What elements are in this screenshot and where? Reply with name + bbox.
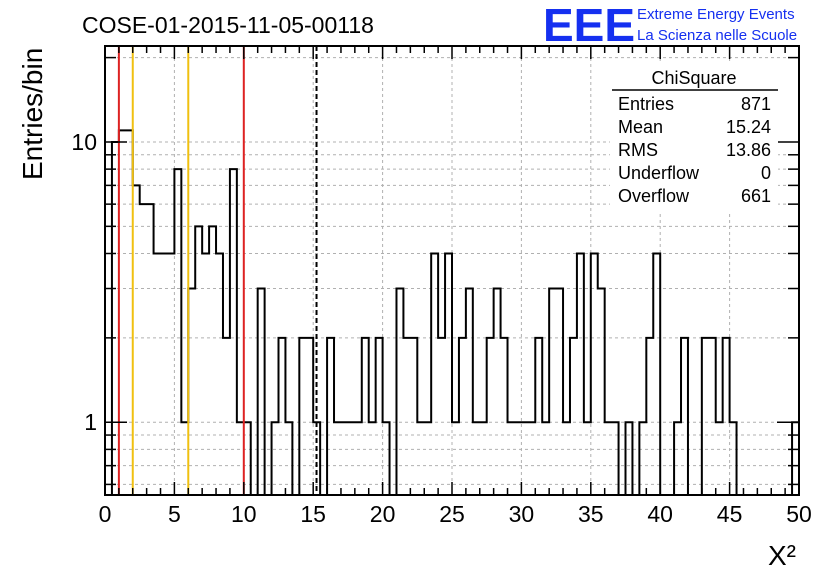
histogram-bin <box>466 289 473 495</box>
stats-label-entries: Entries <box>618 94 674 114</box>
x-axis-ticks: 0 5 10 15 20 25 30 35 40 45 50 <box>99 46 812 527</box>
histogram-bin <box>501 338 508 495</box>
x-tick-label: 35 <box>578 501 604 527</box>
x-axis-title: X² <box>768 540 796 571</box>
histogram-bin <box>653 253 660 495</box>
histogram-bin <box>681 338 688 495</box>
histogram-bin <box>487 338 494 495</box>
histogram-bin <box>161 253 168 495</box>
histogram-bin <box>556 289 563 495</box>
x-tick-label: 15 <box>300 501 326 527</box>
x-tick-label: 20 <box>370 501 396 527</box>
histogram-bin <box>459 338 466 495</box>
y-axis-title: Entries/bin <box>17 48 48 180</box>
histogram-bin <box>147 204 154 495</box>
histogram-bin <box>258 289 265 495</box>
stats-value-rms: 13.86 <box>726 140 771 160</box>
histogram-bin <box>646 338 653 495</box>
stats-value-overflow: 661 <box>741 186 771 206</box>
histogram-bin <box>306 338 313 495</box>
plot-title: COSE-01-2015-11-05-00118 <box>82 12 374 38</box>
histogram-bin <box>202 253 209 495</box>
stats-box-bg <box>610 63 778 211</box>
x-tick-label: 5 <box>168 501 181 527</box>
x-tick-label: 25 <box>439 501 465 527</box>
x-tick-label: 0 <box>99 501 112 527</box>
histogram-bin <box>577 253 584 495</box>
histogram-bin <box>133 185 140 495</box>
histogram-bin <box>174 169 181 495</box>
x-tick-label: 10 <box>231 501 257 527</box>
stats-label-rms: RMS <box>618 140 658 160</box>
stats-label-underflow: Underflow <box>618 163 700 183</box>
histogram-bin <box>702 338 709 495</box>
stats-value-entries: 871 <box>741 94 771 114</box>
histogram-bin <box>376 338 383 495</box>
histogram-bin <box>167 253 174 495</box>
histogram-bin <box>112 142 119 495</box>
stats-value-mean: 15.24 <box>726 117 771 137</box>
histogram-bin <box>591 253 598 495</box>
stats-title: ChiSquare <box>651 68 736 88</box>
histogram-bin <box>535 338 542 495</box>
histogram-bin <box>445 253 452 495</box>
histogram-bin <box>195 226 202 495</box>
histogram-bin <box>598 289 605 495</box>
histogram-bin <box>140 204 147 495</box>
stats-label-overflow: Overflow <box>618 186 690 206</box>
stats-box: ChiSquare Entries 871 Mean 15.24 RMS 13.… <box>610 63 778 211</box>
x-tick-label: 40 <box>647 501 673 527</box>
histogram-bin <box>362 338 369 495</box>
stats-value-underflow: 0 <box>761 163 771 183</box>
histogram-bin <box>216 253 223 495</box>
logo-letters: EEE <box>543 0 635 51</box>
histogram-bin <box>494 289 501 495</box>
histogram-bin <box>570 338 577 495</box>
histogram-bin <box>188 289 195 495</box>
histogram-bin <box>396 289 403 495</box>
x-tick-label: 45 <box>717 501 743 527</box>
stats-label-mean: Mean <box>618 117 663 137</box>
histogram-bin <box>410 338 417 495</box>
histogram-bin <box>327 338 334 495</box>
histogram-bin <box>709 338 716 495</box>
histogram-bin <box>223 338 230 495</box>
histogram-bin <box>230 169 237 495</box>
histogram-bin <box>403 338 410 495</box>
logo-line-1: Extreme Energy Events <box>637 6 795 23</box>
y-tick-label: 10 <box>71 129 97 155</box>
histogram-bin <box>549 289 556 495</box>
histogram-bin <box>154 253 161 495</box>
logo-line-2: La Scienza nelle Scuole <box>637 27 797 44</box>
histogram-bin <box>279 338 286 495</box>
eee-logo: EEE Extreme Energy Events La Scienza nel… <box>543 0 797 51</box>
histogram-bin <box>723 338 730 495</box>
y-axis-ticks: 1 10 <box>71 56 799 486</box>
histogram-bin <box>209 226 216 495</box>
histogram-bin <box>438 338 445 495</box>
histogram-bin <box>299 338 306 495</box>
histogram-bin <box>431 253 438 495</box>
x-tick-label: 50 <box>786 501 812 527</box>
x-tick-label: 30 <box>509 501 535 527</box>
marker-lines <box>117 46 318 495</box>
y-tick-label: 1 <box>84 409 97 435</box>
